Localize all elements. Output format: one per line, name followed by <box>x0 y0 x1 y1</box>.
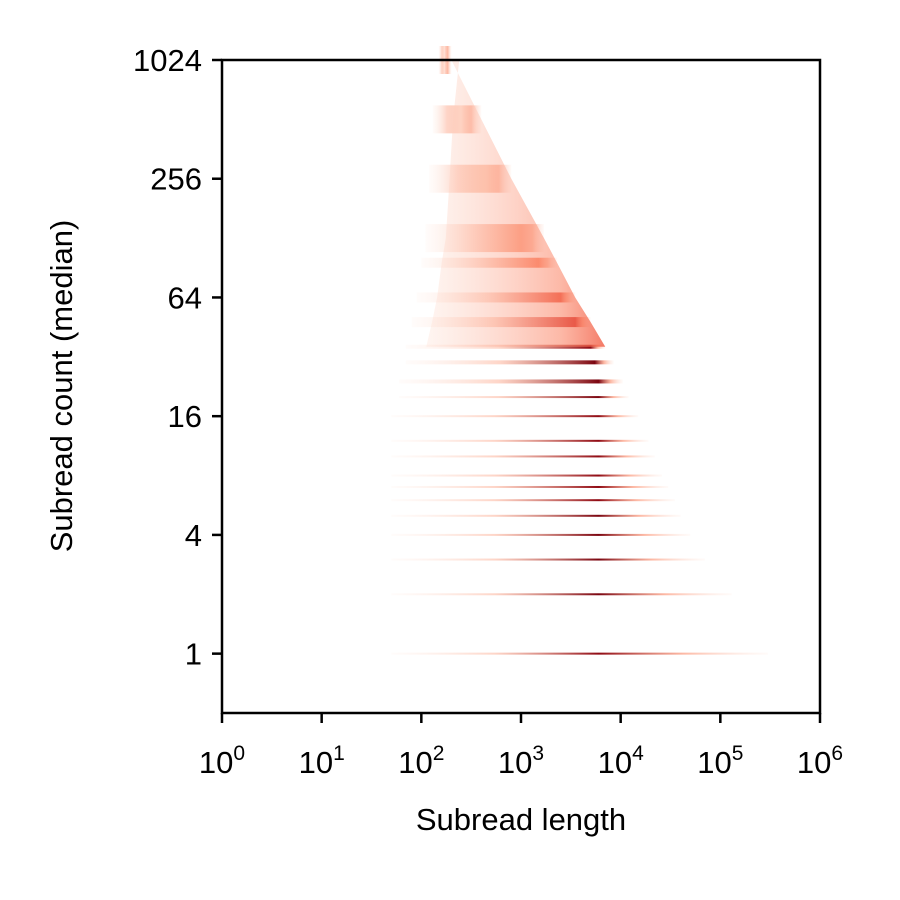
density-row <box>391 533 691 536</box>
x-tick-label: 103 <box>498 742 544 780</box>
density-layer <box>391 46 768 655</box>
y-axis-title: Subread count (median) <box>44 220 79 553</box>
density-row <box>391 485 669 488</box>
y-tick-label: 1 <box>185 637 202 672</box>
y-axis: 1 4 16 64 256 1024 <box>133 43 222 672</box>
x-tick-label: 101 <box>299 742 345 780</box>
x-tick-label: 105 <box>697 742 743 780</box>
density-row <box>405 360 614 365</box>
x-tick-label: 106 <box>797 742 843 780</box>
density-row <box>391 415 639 418</box>
plot-frame <box>220 58 822 715</box>
density-row <box>391 558 705 561</box>
x-axis-title: Subread length <box>416 802 626 837</box>
density-row <box>391 455 655 458</box>
density-envelope <box>426 60 606 347</box>
density-row <box>399 396 629 399</box>
y-tick-label: 4 <box>185 518 202 553</box>
density-row <box>391 474 663 477</box>
x-tick-label: 102 <box>398 742 444 780</box>
density-row <box>391 514 681 517</box>
density-row <box>391 439 649 442</box>
y-tick-label: 16 <box>168 399 202 434</box>
x-tick-label: 104 <box>598 742 644 780</box>
x-tick-label: 100 <box>199 742 245 780</box>
density-row <box>391 652 768 655</box>
y-tick-label: 64 <box>168 280 202 315</box>
y-tick-label: 1024 <box>133 43 202 78</box>
density-row <box>391 593 732 596</box>
density-row <box>391 499 675 502</box>
x-axis: 100 101 102 103 104 105 106 <box>199 713 843 780</box>
y-tick-label: 256 <box>150 162 202 197</box>
density-row <box>399 379 623 384</box>
